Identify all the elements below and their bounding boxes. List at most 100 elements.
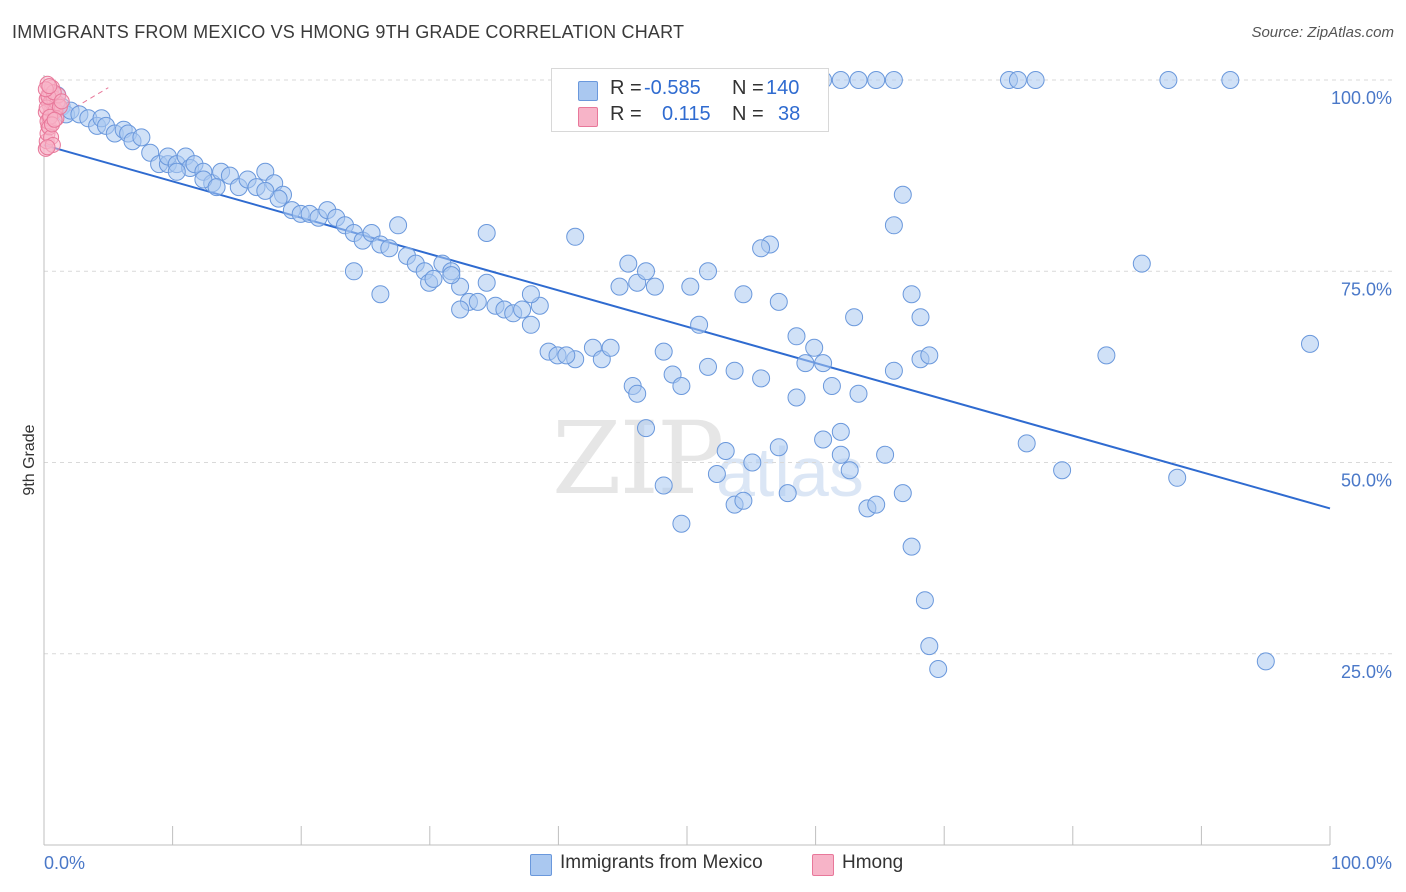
point-mexico: [920, 346, 939, 365]
point-mexico: [814, 430, 833, 449]
point-mexico: [344, 262, 363, 281]
point-mexico: [442, 266, 461, 285]
point-mexico: [831, 445, 850, 464]
point-mexico: [849, 71, 868, 89]
gridlines: [44, 79, 1392, 655]
legend-n-label: N =: [732, 77, 764, 99]
point-mexico: [911, 308, 930, 327]
point-mexico: [831, 71, 850, 89]
point-mexico: [424, 269, 443, 288]
bottom-legend-label: Immigrants from Mexico: [560, 852, 763, 873]
point-mexico: [672, 377, 691, 395]
point-mexico: [1008, 71, 1027, 89]
tick-labels: 25.0% 50.0% 75.0% 100.0% 0.0% 100.0%: [44, 88, 1392, 873]
trend-line-mexico: [43, 144, 1331, 510]
y-axis-title: 9th Grade: [21, 424, 38, 495]
legend-r-value: -0.585: [644, 77, 701, 99]
point-mexico: [787, 327, 806, 346]
point-mexico: [1159, 71, 1178, 89]
point-mexico: [477, 224, 496, 242]
point-mexico: [269, 189, 288, 208]
watermark-zip: ZIP: [552, 400, 724, 517]
point-mexico: [1017, 434, 1036, 453]
point-mexico: [743, 453, 762, 472]
point-mexico: [477, 273, 496, 292]
point-hmong: [39, 139, 56, 156]
point-mexico: [645, 277, 664, 296]
point-mexico: [884, 71, 903, 89]
point-mexico: [769, 438, 788, 457]
x-tick-label: 0.0%: [44, 853, 85, 873]
point-mexico: [778, 484, 797, 503]
chart-title: IMMIGRANTS FROM MEXICO VS HMONG 9TH GRAD…: [12, 22, 685, 42]
bottom-legend-label: Hmong: [842, 852, 904, 873]
point-mexico: [893, 484, 912, 503]
point-mexico: [1132, 254, 1151, 273]
point-mexico: [672, 514, 691, 533]
point-mexico: [654, 476, 673, 495]
point-mexico: [566, 227, 585, 246]
point-mexico: [699, 357, 717, 376]
y-tick-label: 50.0%: [1341, 471, 1392, 491]
point-mexico: [681, 277, 700, 296]
point-mexico: [920, 637, 939, 656]
point-mexico: [707, 465, 726, 483]
point-mexico: [893, 185, 912, 204]
point-mexico: [822, 377, 841, 395]
point-mexico: [380, 239, 399, 258]
point-mexico: [1053, 461, 1072, 480]
legend-n-label: N =: [732, 103, 764, 125]
point-mexico: [699, 262, 717, 281]
point-mexico: [1026, 71, 1045, 89]
point-mexico: [884, 216, 903, 235]
point-mexico: [867, 495, 886, 514]
point-mexico: [716, 442, 735, 460]
point-hmong: [53, 93, 70, 110]
point-mexico: [787, 388, 806, 407]
series-immigrants-from-mexico: [48, 71, 1319, 678]
point-mexico: [637, 419, 655, 438]
point-mexico: [256, 181, 275, 200]
point-mexico: [1168, 468, 1187, 487]
point-mexico: [814, 354, 833, 373]
point-mexico: [371, 285, 390, 304]
source-credit: Source: ZipAtlas.com: [1251, 24, 1394, 41]
legend-r-label: R =: [610, 77, 642, 99]
point-mexico: [769, 292, 788, 311]
y-tick-label: 100.0%: [1331, 88, 1392, 108]
point-mexico: [167, 162, 186, 181]
point-mexico: [734, 491, 753, 510]
point-mexico: [521, 285, 540, 304]
point-mexico: [734, 285, 753, 304]
point-mexico: [601, 338, 620, 357]
point-mexico: [902, 285, 921, 304]
point-mexico: [876, 445, 895, 464]
trend-lines: [43, 87, 1331, 510]
legend-n-value: 140: [766, 77, 800, 99]
legend-n-value: 38: [778, 103, 801, 125]
point-mexico: [929, 660, 948, 678]
point-mexico: [902, 537, 921, 556]
legend-swatch-pink: [578, 107, 598, 127]
point-mexico: [451, 300, 470, 319]
point-mexico: [752, 239, 771, 258]
point-mexico: [610, 277, 629, 296]
point-mexico: [915, 591, 934, 610]
point-mexico: [840, 461, 859, 480]
point-mexico: [1221, 71, 1240, 89]
point-mexico: [805, 338, 824, 357]
point-mexico: [752, 369, 771, 388]
point-mexico: [619, 254, 638, 273]
axes: [43, 75, 1331, 846]
point-mexico: [845, 308, 864, 327]
point-mexico: [849, 384, 868, 403]
point-mexico: [207, 178, 226, 197]
point-mexico: [884, 361, 903, 380]
stats-legend: R = -0.585 N = 140 R = 0.115 N = 38: [551, 68, 829, 132]
legend-swatch-blue: [578, 81, 598, 101]
y-tick-label: 75.0%: [1341, 279, 1392, 299]
bottom-legend-swatch-blue: [530, 854, 552, 876]
point-mexico: [867, 71, 886, 89]
point-mexico: [389, 216, 408, 235]
point-mexico: [521, 315, 540, 334]
